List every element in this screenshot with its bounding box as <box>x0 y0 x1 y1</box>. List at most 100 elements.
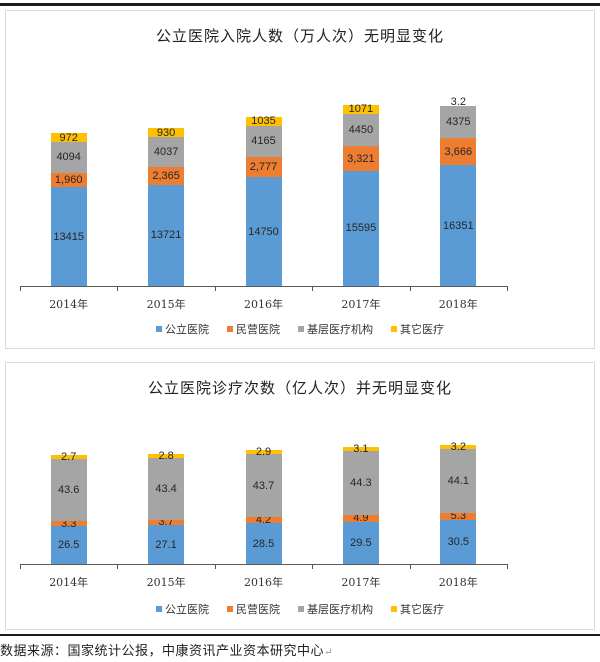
bar-segment: 930 <box>148 126 185 139</box>
legend-item: 基层医疗机构 <box>298 601 373 617</box>
bar-segment: 4165 <box>245 125 282 157</box>
data-label: 4375 <box>446 116 471 129</box>
data-source-note: 数据来源：国家统计公报，中康资讯产业资本研究中心↵ <box>0 640 333 659</box>
bar-segment: 26.5 <box>50 526 87 564</box>
legend-item: 公立医院 <box>156 601 209 617</box>
bar-segment: 3.1 <box>342 443 379 455</box>
legend-item: 其它医疗 <box>391 601 444 617</box>
top-rule <box>0 3 600 6</box>
data-label: 2,365 <box>152 170 180 182</box>
data-label: 28.5 <box>252 537 275 550</box>
legend-item: 民营医院 <box>227 601 280 617</box>
data-label: 13415 <box>53 230 84 243</box>
x-axis-tick <box>312 564 314 569</box>
bar-segment: 4094 <box>50 142 87 173</box>
legend-swatch-icon <box>391 326 397 332</box>
bar-segment: 2,365 <box>148 167 185 185</box>
legend-swatch-icon <box>227 606 233 612</box>
x-axis-tick <box>20 564 21 569</box>
bar-segment: 3,321 <box>342 146 379 171</box>
data-label: 29.5 <box>350 536 372 549</box>
x-axis-label: 2016年 <box>244 576 283 589</box>
x-axis-tick <box>409 286 411 291</box>
legend: 公立医院 民营医院 基层医疗机构 其它医疗 <box>6 601 594 617</box>
data-label: 972 <box>59 131 78 144</box>
data-label: 3.2 <box>450 441 466 454</box>
bar-segment: 30.5 <box>440 520 477 564</box>
bar-segment: 4.9 <box>342 512 379 525</box>
bar-segment: 1,960 <box>50 172 87 187</box>
data-label: 3.2 <box>450 95 466 108</box>
data-label: 3,666 <box>444 145 473 158</box>
x-axis-tick <box>409 564 411 569</box>
chart-title: 公立医院入院人数（万人次）无明显变化 <box>155 27 444 45</box>
data-label: 1071 <box>348 103 374 116</box>
legend: 公立医院 民营医院 基层医疗机构 其它医疗 <box>6 321 594 337</box>
data-label: 3.1 <box>353 442 369 455</box>
bar-segment: 1035 <box>245 115 282 128</box>
data-label: 43.6 <box>57 483 80 496</box>
x-axis-label: 2017年 <box>341 298 381 311</box>
x-axis-tick <box>117 564 119 569</box>
x-axis-tick <box>312 286 314 291</box>
bar-segment: 16351 <box>440 165 477 286</box>
bar-segment: 2.9 <box>245 446 282 458</box>
data-label: 4.2 <box>255 514 272 527</box>
data-label: 2.9 <box>255 446 272 459</box>
bottom-rule <box>0 634 600 636</box>
data-label: 4450 <box>348 123 374 136</box>
bar-segment: 3,666 <box>440 138 477 166</box>
bar-segment: 3.7 <box>148 516 185 528</box>
data-label: 2.8 <box>158 449 174 462</box>
data-label: 44.3 <box>350 476 372 489</box>
bar-segment: 43.6 <box>50 458 87 522</box>
legend-label: 民营医院 <box>236 323 280 336</box>
x-axis-tick <box>214 564 216 569</box>
bar-segment: 4450 <box>342 113 379 147</box>
data-label: 1035 <box>251 115 276 128</box>
bar-segment: 3.2 <box>440 441 477 453</box>
bar-segment: 44.1 <box>440 449 477 513</box>
x-axis <box>20 564 507 565</box>
bar-segment: 2.8 <box>148 450 185 462</box>
data-label: 14750 <box>248 225 279 238</box>
bar-segment: 4375 <box>440 105 477 139</box>
bar-segment: 28.5 <box>245 523 282 564</box>
legend-item: 公立医院 <box>156 321 209 337</box>
legend-swatch-icon <box>391 606 397 612</box>
data-label: 13721 <box>150 229 182 242</box>
data-label: 4037 <box>153 146 179 159</box>
data-label: 4.9 <box>353 512 369 525</box>
data-label: 2,777 <box>249 160 278 173</box>
legend-item: 基层医疗机构 <box>298 321 373 337</box>
legend-swatch-icon <box>298 326 304 332</box>
bar-segment: 1071 <box>342 103 379 116</box>
bar-segment: 2,777 <box>245 156 282 178</box>
x-axis-label: 2015年 <box>146 576 186 589</box>
x-axis-label: 2018年 <box>438 298 478 311</box>
chart-title: 公立医院诊疗次数（亿人次）并无明显变化 <box>147 379 452 397</box>
legend-swatch-icon <box>156 326 162 332</box>
bar-segment: 972 <box>50 131 87 144</box>
bar-segment: 27.1 <box>148 525 185 564</box>
bar-segment: 29.5 <box>342 521 379 564</box>
bar-segment: 2.7 <box>50 451 87 463</box>
legend-label: 其它医疗 <box>400 323 444 336</box>
x-axis <box>20 286 507 287</box>
legend-item: 民营医院 <box>227 321 280 337</box>
bar-segment: 15595 <box>342 170 379 286</box>
data-label: 16351 <box>443 219 474 232</box>
legend-swatch-icon <box>227 326 233 332</box>
legend-label: 公立医院 <box>165 323 209 336</box>
legend-label: 基层医疗机构 <box>307 603 373 616</box>
legend-item: 其它医疗 <box>391 321 444 337</box>
x-axis-label: 2014年 <box>49 576 89 589</box>
data-label: 43.4 <box>155 482 177 495</box>
legend-swatch-icon <box>156 606 162 612</box>
bar-segment: 14750 <box>245 177 282 286</box>
bar-segment: 43.7 <box>245 454 282 518</box>
bar-segment: 4037 <box>148 137 185 168</box>
data-label: 930 <box>156 126 176 139</box>
data-label: 43.7 <box>252 479 275 492</box>
legend-swatch-icon <box>298 606 304 612</box>
